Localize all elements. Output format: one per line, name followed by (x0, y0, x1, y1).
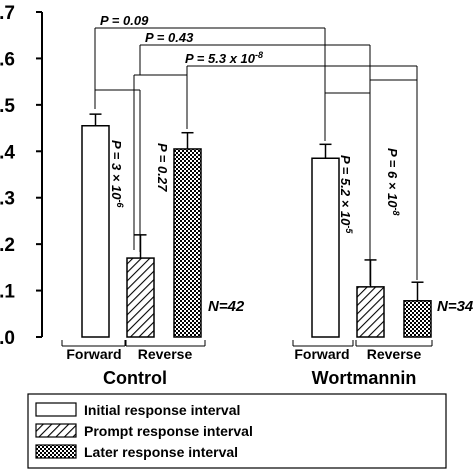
y-tick-label-6: .1 (0, 282, 15, 303)
n-label-control: N=42 (208, 298, 245, 315)
y-tick-label-7: .0 (0, 328, 15, 349)
p-value-between-initial: P = 0.09 (100, 13, 149, 28)
y-tick-label-5: .2 (0, 235, 15, 256)
bar-wortmannin-prompt (356, 286, 385, 338)
bar-control-later (173, 148, 202, 338)
legend-swatch-prompt (35, 423, 77, 438)
legend-label-prompt: Prompt response interval (84, 423, 253, 439)
p-value-control-reverse: P = 0.27 (155, 143, 170, 192)
y-tick-label-2: .5 (0, 96, 15, 117)
bar-control-prompt (126, 257, 155, 338)
group-label-wortmannin: Wortmannin (312, 368, 417, 388)
p-value-between-prompt: P = 0.43 (145, 30, 194, 45)
y-tick-label-1: .6 (0, 49, 15, 70)
bar-control-initial (81, 125, 110, 338)
p-value-wortmannin-reverse: P = 6 × 10-8 (385, 148, 401, 216)
bar-wortmannin-later (403, 300, 432, 338)
n-label-wortmannin: N=34 (437, 298, 474, 315)
bar-wortmannin-initial (311, 157, 340, 338)
condition-label-control-forward: Forward (66, 346, 121, 362)
legend-swatch-later (35, 444, 77, 459)
p-value-wortmannin-forward: P = 5.2 × 10-5 (338, 155, 354, 234)
condition-label-wortmannin-reverse: Reverse (367, 346, 422, 362)
legend-box (27, 393, 447, 469)
condition-label-wortmannin-forward: Forward (294, 346, 349, 362)
y-tick-label-4: .3 (0, 189, 15, 210)
y-tick-label-0: .7 (0, 3, 15, 24)
legend-label-later: Later response interval (84, 444, 238, 460)
p-value-between-later: P = 5.3 x 10-8 (185, 50, 263, 66)
legend-swatch-initial (35, 402, 77, 417)
y-tick-label-3: .4 (0, 142, 15, 163)
p-value-control-forward: P = 3 × 10-6 (109, 140, 125, 209)
group-label-control: Control (103, 368, 167, 388)
condition-label-control-reverse: Reverse (138, 346, 193, 362)
legend-label-initial: Initial response interval (84, 402, 240, 418)
